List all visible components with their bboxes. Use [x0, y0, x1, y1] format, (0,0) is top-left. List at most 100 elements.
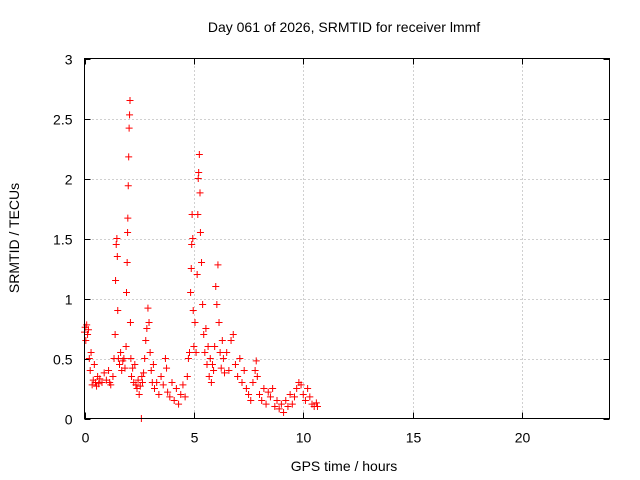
data-point: [159, 381, 167, 389]
data-point: [245, 391, 253, 398]
data-point: [114, 307, 122, 314]
data-point: [249, 379, 257, 386]
y-tick-label: 2.5: [53, 112, 73, 128]
data-point: [98, 379, 106, 386]
data-point: [236, 355, 244, 362]
data-point: [207, 379, 215, 386]
data-point: [121, 364, 129, 372]
data-point: [112, 277, 120, 284]
y-tick-labels: 0 0.5 1 1.5 2 2.5 3: [53, 52, 73, 428]
data-point: [131, 361, 139, 368]
data-point: [306, 393, 314, 401]
data-point: [288, 400, 296, 408]
data-point: [112, 241, 120, 248]
data-point: [113, 253, 121, 260]
data-point: [181, 393, 189, 401]
x-tick-label: 15: [406, 430, 422, 446]
data-point: [161, 355, 169, 362]
data-point: [140, 369, 148, 377]
data-point: [117, 349, 125, 356]
data-point: [189, 235, 197, 242]
data-point: [91, 379, 99, 386]
data-point: [201, 349, 209, 356]
data-point: [127, 355, 135, 362]
data-point: [217, 364, 225, 372]
data-point: [282, 397, 290, 404]
data-point: [126, 111, 134, 119]
data-point: [84, 331, 92, 338]
data-point: [258, 397, 266, 404]
data-point: [280, 409, 288, 416]
data-point: [253, 373, 261, 380]
data-point: [135, 391, 143, 398]
data-point: [138, 373, 146, 380]
data-point: [277, 400, 285, 408]
data-point: [120, 355, 128, 362]
data-point: [242, 385, 250, 392]
data-point: [147, 367, 155, 374]
data-point: [204, 343, 212, 350]
data-point: [126, 97, 134, 104]
data-point: [210, 367, 218, 374]
data-point: [221, 369, 228, 377]
data-point: [113, 235, 121, 242]
x-axis-label: GPS time / hours: [291, 458, 398, 474]
data-point: [234, 373, 242, 380]
data-point: [251, 367, 259, 374]
data-point: [187, 289, 195, 296]
data-point: [141, 355, 149, 362]
data-point: [132, 381, 140, 389]
data-point: [134, 376, 142, 384]
data-point: [312, 399, 320, 407]
data-point: [266, 393, 274, 401]
data-point: [271, 403, 279, 410]
data-point: [124, 214, 132, 222]
data-point: [189, 307, 197, 314]
y-tick-label: 1.5: [53, 232, 73, 248]
data-point: [190, 343, 198, 350]
data-point: [304, 385, 312, 392]
data-point: [299, 391, 307, 398]
data-point: [183, 373, 191, 380]
data-point: [122, 343, 130, 350]
data-point: [193, 271, 201, 278]
data-point: [157, 373, 165, 380]
data-point: [126, 319, 134, 326]
data-point: [240, 367, 248, 374]
data-point: [284, 403, 292, 410]
data-point: [143, 325, 151, 332]
data-point: [199, 301, 207, 308]
data-point: [123, 259, 131, 266]
data-point: [238, 379, 246, 386]
data-point: [85, 355, 93, 362]
data-point: [297, 381, 305, 389]
data-point: [188, 241, 196, 248]
data-points: [81, 97, 321, 422]
data-point: [191, 319, 199, 326]
data-point: [225, 367, 233, 374]
grid: [84, 58, 610, 419]
data-point: [109, 373, 117, 380]
data-point: [124, 182, 132, 190]
data-point: [205, 373, 213, 380]
y-tick-label: 1: [65, 292, 73, 308]
data-point: [293, 385, 301, 392]
data-point: [196, 189, 204, 197]
data-point: [313, 403, 321, 410]
data-point: [111, 331, 119, 338]
data-point: [155, 391, 163, 398]
data-point: [138, 379, 146, 386]
data-point: [200, 331, 208, 338]
data-point: [87, 349, 95, 356]
data-point: [211, 343, 219, 350]
data-point: [129, 364, 137, 372]
data-point: [247, 397, 255, 404]
data-point: [286, 391, 294, 398]
data-point: [262, 400, 270, 408]
data-point: [202, 325, 210, 332]
data-point: [144, 304, 152, 312]
data-point: [100, 369, 108, 377]
data-point: [128, 373, 136, 380]
y-tick-label: 2: [65, 172, 73, 188]
data-point: [123, 289, 130, 296]
